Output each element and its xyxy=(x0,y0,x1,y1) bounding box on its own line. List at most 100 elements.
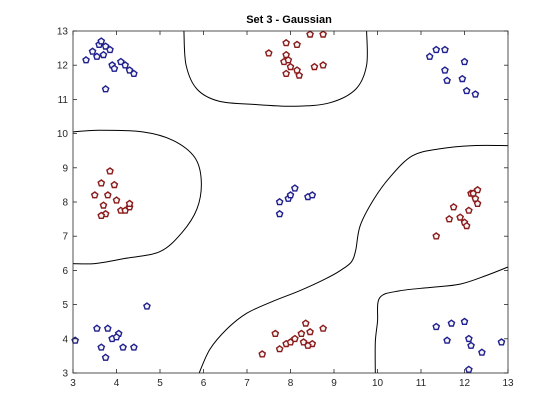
data-point-series2-11 xyxy=(295,71,304,79)
y-tick-label: 3 xyxy=(62,369,68,380)
data-point-series2-17 xyxy=(106,167,114,175)
data-point-series1-30 xyxy=(308,191,317,199)
data-point-series2-8 xyxy=(286,62,295,71)
y-tick-label: 10 xyxy=(57,129,69,140)
data-point-series2-4 xyxy=(306,30,314,38)
data-point-series1-16 xyxy=(425,52,434,60)
data-point-series1-44 xyxy=(443,336,451,344)
data-point-series1-8 xyxy=(93,52,101,60)
data-point-series2-21 xyxy=(99,201,108,209)
data-point-series1-13 xyxy=(125,66,134,74)
data-point-series2-3 xyxy=(293,40,301,48)
data-point-series1-4 xyxy=(97,37,106,45)
data-point-series2-26 xyxy=(125,199,134,208)
data-point-series1-1 xyxy=(82,56,90,64)
data-point-series1-14 xyxy=(130,69,138,78)
data-point-series2-42 xyxy=(275,345,284,353)
data-point-series2-30 xyxy=(449,203,458,211)
data-point-series1-34 xyxy=(103,324,112,332)
data-point-series2-36 xyxy=(471,194,480,202)
x-tick-label: 11 xyxy=(416,378,427,389)
data-point-series1-48 xyxy=(467,341,475,349)
data-point-series2-2 xyxy=(282,38,291,47)
data-point-series1-43 xyxy=(432,322,441,331)
data-point-series2-34 xyxy=(464,206,473,214)
plot-area xyxy=(73,31,508,373)
decision-boundaries xyxy=(72,30,509,374)
data-point-series2-14 xyxy=(284,56,293,64)
data-point-series2-46 xyxy=(297,329,306,337)
data-point-series1-17 xyxy=(432,45,441,54)
x-tick-label: 9 xyxy=(331,378,337,389)
data-point-series2-13 xyxy=(319,61,328,69)
y-tick-label: 9 xyxy=(62,163,68,174)
y-tick-label: 13 xyxy=(57,27,69,38)
data-point-series1-10 xyxy=(110,64,119,72)
data-point-series1-33 xyxy=(93,324,101,332)
data-point-series2-19 xyxy=(103,191,112,199)
data-point-series1-2 xyxy=(88,47,97,55)
data-point-series1-18 xyxy=(441,45,449,54)
data-point-series1-46 xyxy=(460,317,469,325)
data-point-series2-29 xyxy=(445,215,454,223)
data-point-series2-33 xyxy=(462,221,471,230)
data-point-series1-45 xyxy=(447,319,456,327)
data-point-series1-39 xyxy=(119,343,127,351)
decision-boundary-2 xyxy=(72,129,202,265)
data-point-series1-22 xyxy=(458,74,467,83)
data-point-series1-19 xyxy=(441,66,449,74)
y-tick-label: 4 xyxy=(62,334,68,345)
data-point-series1-20 xyxy=(443,76,451,84)
data-point-series1-23 xyxy=(462,86,471,95)
data-point-series1-7 xyxy=(106,45,114,54)
x-tick-label: 6 xyxy=(201,378,207,389)
data-point-series1-40 xyxy=(101,353,110,361)
y-tick-label: 7 xyxy=(62,232,68,243)
data-point-series1-25 xyxy=(275,197,284,206)
axes: 3 4 5 6 7 8 9 10 11 12 13 3 4 5 6 7 8 9 10 11 12 13 xyxy=(57,27,514,390)
x-tick-label: 8 xyxy=(288,378,294,389)
y-tick-label: 12 xyxy=(57,61,69,72)
data-point-series2-49 xyxy=(306,327,314,336)
data-point-series2-31 xyxy=(456,213,465,221)
data-point-series1-41 xyxy=(130,343,138,351)
data-point-series1-12 xyxy=(121,61,130,69)
decision-boundary-1 xyxy=(183,30,368,107)
x-tick-label: 7 xyxy=(244,378,250,389)
data-point-series1-49 xyxy=(478,348,486,356)
data-point-series1-11 xyxy=(116,57,125,66)
x-tick-label: 13 xyxy=(502,378,514,389)
data-point-series2-41 xyxy=(271,329,280,337)
data-point-series2-27 xyxy=(97,211,106,220)
data-point-series2-39 xyxy=(473,199,482,208)
y-tick-label: 6 xyxy=(62,266,68,277)
y-tick-label: 5 xyxy=(62,300,68,311)
data-point-series2-40 xyxy=(258,350,267,358)
x-tick-label: 12 xyxy=(459,378,471,389)
x-tick-label: 10 xyxy=(372,378,384,389)
decision-boundary-4 xyxy=(374,266,509,374)
data-point-series1-15 xyxy=(101,85,110,93)
data-point-series2-10 xyxy=(293,66,301,74)
decision-boundary-3 xyxy=(198,144,509,374)
data-point-series1-24 xyxy=(471,90,480,98)
y-tick-label: 8 xyxy=(62,198,68,209)
data-point-series1-6 xyxy=(99,50,108,59)
data-point-series2-12 xyxy=(310,62,319,71)
data-point-series1-27 xyxy=(290,184,299,192)
data-point-series2-16 xyxy=(97,179,106,187)
data-point-series2-45 xyxy=(290,334,299,343)
data-point-series2-52 xyxy=(304,341,312,349)
data-point-series2-5 xyxy=(319,30,328,38)
data-point-series2-51 xyxy=(319,324,328,332)
data-point-series1-35 xyxy=(97,343,106,351)
data-point-series2-48 xyxy=(301,319,310,327)
data-point-series2-38 xyxy=(469,189,478,197)
data-point-series1-50 xyxy=(497,338,506,346)
data-point-series2-20 xyxy=(112,196,121,204)
data-point-series1-38 xyxy=(112,333,121,341)
data-point-series2-9 xyxy=(282,69,291,78)
y-tick-label: 11 xyxy=(58,95,69,106)
